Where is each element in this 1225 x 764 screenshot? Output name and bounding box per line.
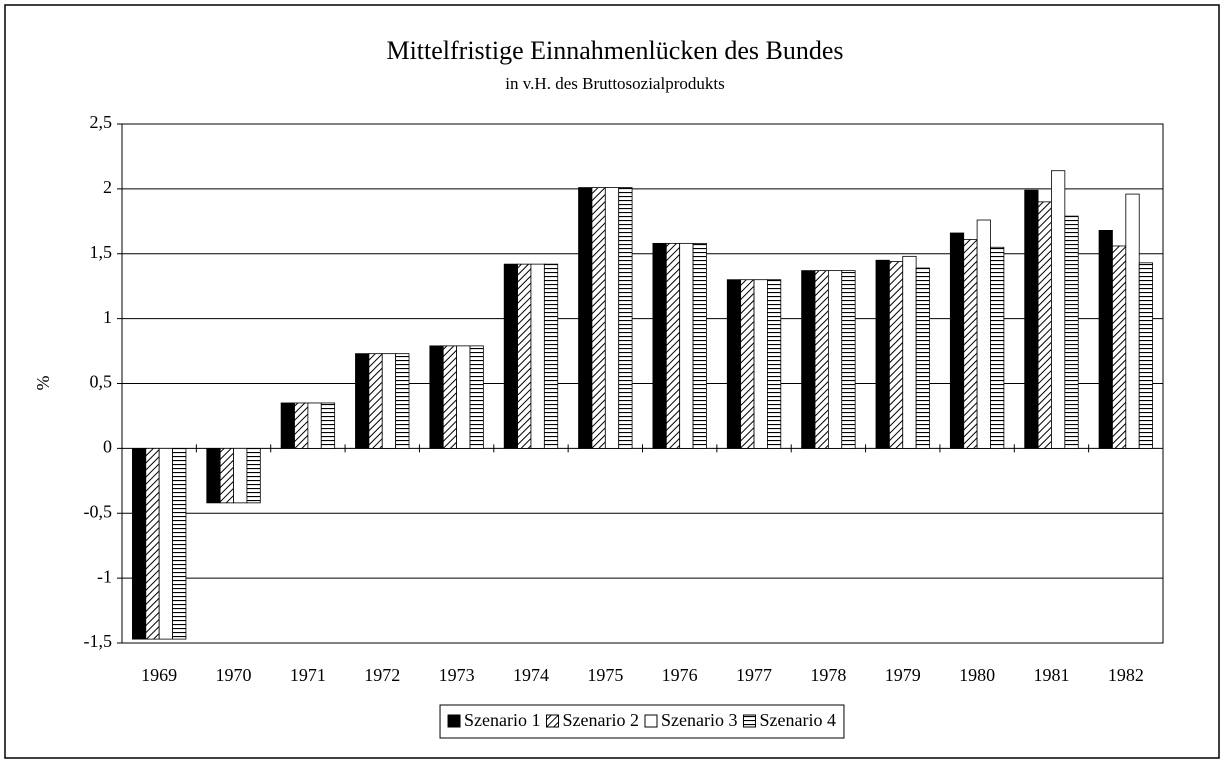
bar [888, 261, 904, 449]
x-tick-label: 1975 [587, 665, 623, 685]
bar [294, 402, 309, 449]
bar [814, 270, 829, 449]
x-tick-label: 1982 [1108, 665, 1144, 685]
legend-label: Szenario 2 [563, 710, 639, 730]
y-tick-label: 1 [103, 307, 112, 327]
bar [355, 353, 370, 449]
bar [158, 447, 173, 640]
bar [692, 242, 707, 449]
legend-box [439, 704, 845, 739]
x-tick-label: 1974 [513, 665, 549, 685]
bar [132, 447, 147, 640]
bar [246, 447, 261, 504]
chart-title: Mittelfristige Einnahmenlücken des Bunde… [386, 36, 843, 65]
bar [963, 239, 978, 449]
legend-label: Szenario 3 [661, 710, 737, 730]
bar [503, 263, 518, 449]
bar [1037, 201, 1052, 449]
bar [915, 267, 930, 449]
y-tick-label: -1,5 [84, 631, 113, 651]
bar [456, 345, 471, 449]
y-axis-label: % [33, 376, 53, 391]
x-tick-label: 1977 [736, 665, 772, 685]
bar [726, 279, 742, 449]
bar [753, 279, 768, 449]
bar [990, 246, 1005, 449]
y-tick-label: 0 [103, 437, 112, 457]
bar [368, 353, 383, 449]
bar [145, 447, 160, 640]
bar [679, 242, 694, 449]
bar [740, 279, 755, 449]
bar [665, 242, 681, 449]
bar [1064, 215, 1079, 449]
bar [206, 447, 221, 504]
bar [233, 447, 248, 504]
bar [320, 402, 336, 449]
bar [1138, 262, 1153, 449]
bar [902, 255, 917, 449]
legend-label: Szenario 1 [464, 710, 540, 730]
bar [767, 279, 782, 449]
bar [395, 353, 410, 449]
bar [578, 187, 593, 449]
legend-swatch [742, 714, 756, 728]
bar [307, 402, 322, 449]
bar [530, 263, 545, 449]
legend-swatch [644, 714, 658, 728]
bar [469, 345, 484, 449]
bar [1024, 189, 1039, 449]
bar [976, 219, 991, 449]
bar [442, 345, 458, 449]
x-tick-label: 1980 [959, 665, 995, 685]
bar [219, 447, 234, 504]
bar [875, 259, 890, 449]
y-tick-label: 2 [103, 177, 112, 197]
bar [543, 263, 559, 449]
x-tick-label: 1976 [662, 665, 698, 685]
bar [1098, 229, 1113, 449]
bar [280, 402, 295, 449]
y-tick-label: 2,5 [90, 112, 113, 132]
y-tick-label: 0,5 [90, 372, 113, 392]
y-tick-label: 1,5 [90, 242, 113, 262]
legend-label: Szenario 4 [759, 710, 835, 730]
x-tick-label: 1973 [439, 665, 475, 685]
bar [381, 353, 397, 449]
bar [604, 187, 620, 449]
bar [1051, 170, 1066, 449]
x-tick-label: 1972 [364, 665, 400, 685]
bar [172, 447, 187, 640]
bar [517, 263, 532, 449]
x-tick-label: 1979 [885, 665, 921, 685]
y-tick-label: -0,5 [84, 501, 113, 521]
bar [1112, 245, 1127, 449]
x-tick-label: 1981 [1033, 665, 1069, 685]
bar [1125, 193, 1140, 449]
y-tick-label: -1 [97, 566, 112, 586]
legend-swatch [447, 714, 461, 728]
bar [591, 187, 606, 449]
bar [429, 345, 444, 449]
bar [618, 187, 633, 449]
bar [652, 242, 667, 449]
chart-subtitle: in v.H. des Bruttosozialprodukts [505, 74, 724, 93]
legend-swatch [546, 714, 560, 728]
bar [841, 270, 856, 449]
x-tick-label: 1969 [141, 665, 177, 685]
x-tick-label: 1978 [810, 665, 846, 685]
bar [949, 232, 965, 449]
x-tick-label: 1971 [290, 665, 326, 685]
bar [801, 270, 816, 449]
bar [827, 270, 843, 449]
x-tick-label: 1970 [216, 665, 252, 685]
